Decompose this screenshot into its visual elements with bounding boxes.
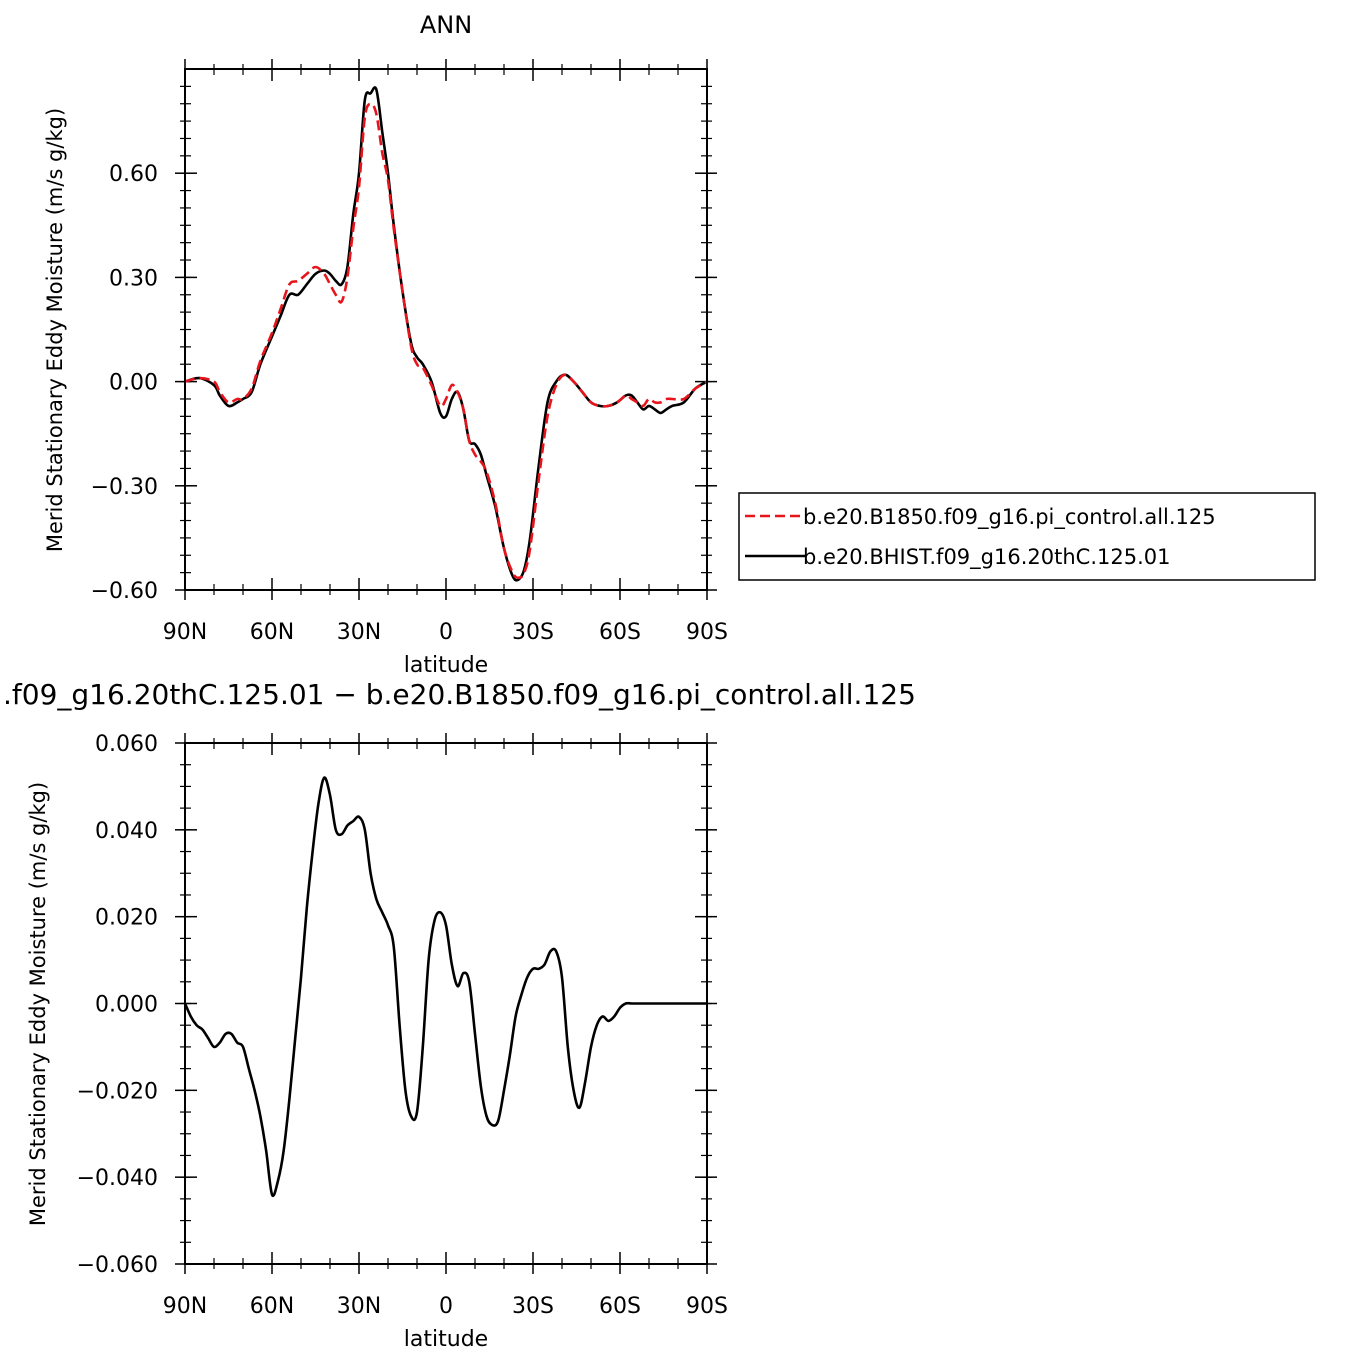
top-chart-title: ANN <box>420 11 472 39</box>
y-tick-label: 0.30 <box>109 266 158 291</box>
y-tick-label: −0.060 <box>77 1253 158 1278</box>
legend: b.e20.B1850.f09_g16.pi_control.all.125 b… <box>738 492 1316 581</box>
x-tick-label: 30S <box>512 1294 554 1319</box>
y-tick-label: −0.30 <box>91 475 158 500</box>
top-chart-frame <box>184 68 708 591</box>
x-tick-label: 90N <box>163 620 207 645</box>
x-tick-label: 60N <box>250 1294 294 1319</box>
y-tick-label: 0.020 <box>95 906 158 931</box>
x-tick-label: 30N <box>337 1294 381 1319</box>
x-tick-label: 0 <box>439 620 453 645</box>
y-tick-label: 0.040 <box>95 819 158 844</box>
x-tick-label: 90S <box>686 620 728 645</box>
x-tick-label: 60S <box>599 620 641 645</box>
bottom-chart-xlabel: latitude <box>404 1327 488 1352</box>
top-chart-ytick-labels: −0.60 −0.30 0.00 0.30 0.60 <box>91 162 158 604</box>
series-line-0 <box>184 102 708 580</box>
x-tick-label: 60S <box>599 1294 641 1319</box>
top-chart-series <box>184 86 708 582</box>
y-tick-label: −0.040 <box>77 1166 158 1191</box>
top-chart: ANN 90N 60N 30N 0 30S 60S 90S −0.60 −0.30 0.00 0.… <box>43 11 1316 678</box>
bottom-chart-ylabel: Merid Stationary Eddy Moisture (m/s g/kg… <box>26 782 50 1226</box>
bottom-chart-frame <box>184 742 708 1265</box>
y-tick-label: 0.60 <box>109 162 158 187</box>
y-tick-label: 0.060 <box>95 732 158 757</box>
top-chart-ticks <box>175 59 717 600</box>
series-line-0 <box>183 776 707 1198</box>
bottom-chart: .f09_g16.20thC.125.01 − b.e20.B1850.f09_… <box>3 678 916 1352</box>
y-tick-label: −0.60 <box>91 579 158 604</box>
top-chart-xlabel: latitude <box>404 653 488 678</box>
y-tick-label: −0.020 <box>77 1079 158 1104</box>
legend-box <box>738 492 1316 581</box>
bottom-chart-series <box>183 776 707 1198</box>
x-tick-label: 30N <box>337 620 381 645</box>
x-tick-label: 30S <box>512 620 554 645</box>
legend-label-pi-control: b.e20.B1850.f09_g16.pi_control.all.125 <box>803 505 1216 530</box>
series-line-1 <box>184 86 708 582</box>
x-tick-label: 0 <box>439 1294 453 1319</box>
x-tick-label: 60N <box>250 620 294 645</box>
x-tick-label: 90N <box>163 1294 207 1319</box>
legend-label-20thc: b.e20.BHIST.f09_g16.20thC.125.01 <box>803 545 1170 570</box>
top-chart-ylabel: Merid Stationary Eddy Moisture (m/s g/kg… <box>43 108 67 552</box>
y-tick-label: 0.00 <box>109 371 158 396</box>
y-tick-label: 0.000 <box>95 993 158 1018</box>
bottom-chart-ytick-labels: −0.060 −0.040 −0.020 0.000 0.020 0.040 0.060 <box>77 732 158 1278</box>
x-tick-label: 90S <box>686 1294 728 1319</box>
bottom-chart-title: .f09_g16.20thC.125.01 − b.e20.B1850.f09_… <box>3 678 916 711</box>
top-chart-xtick-labels: 90N 60N 30N 0 30S 60S 90S <box>163 620 728 645</box>
bottom-chart-xtick-labels: 90N 60N 30N 0 30S 60S 90S <box>163 1294 728 1319</box>
